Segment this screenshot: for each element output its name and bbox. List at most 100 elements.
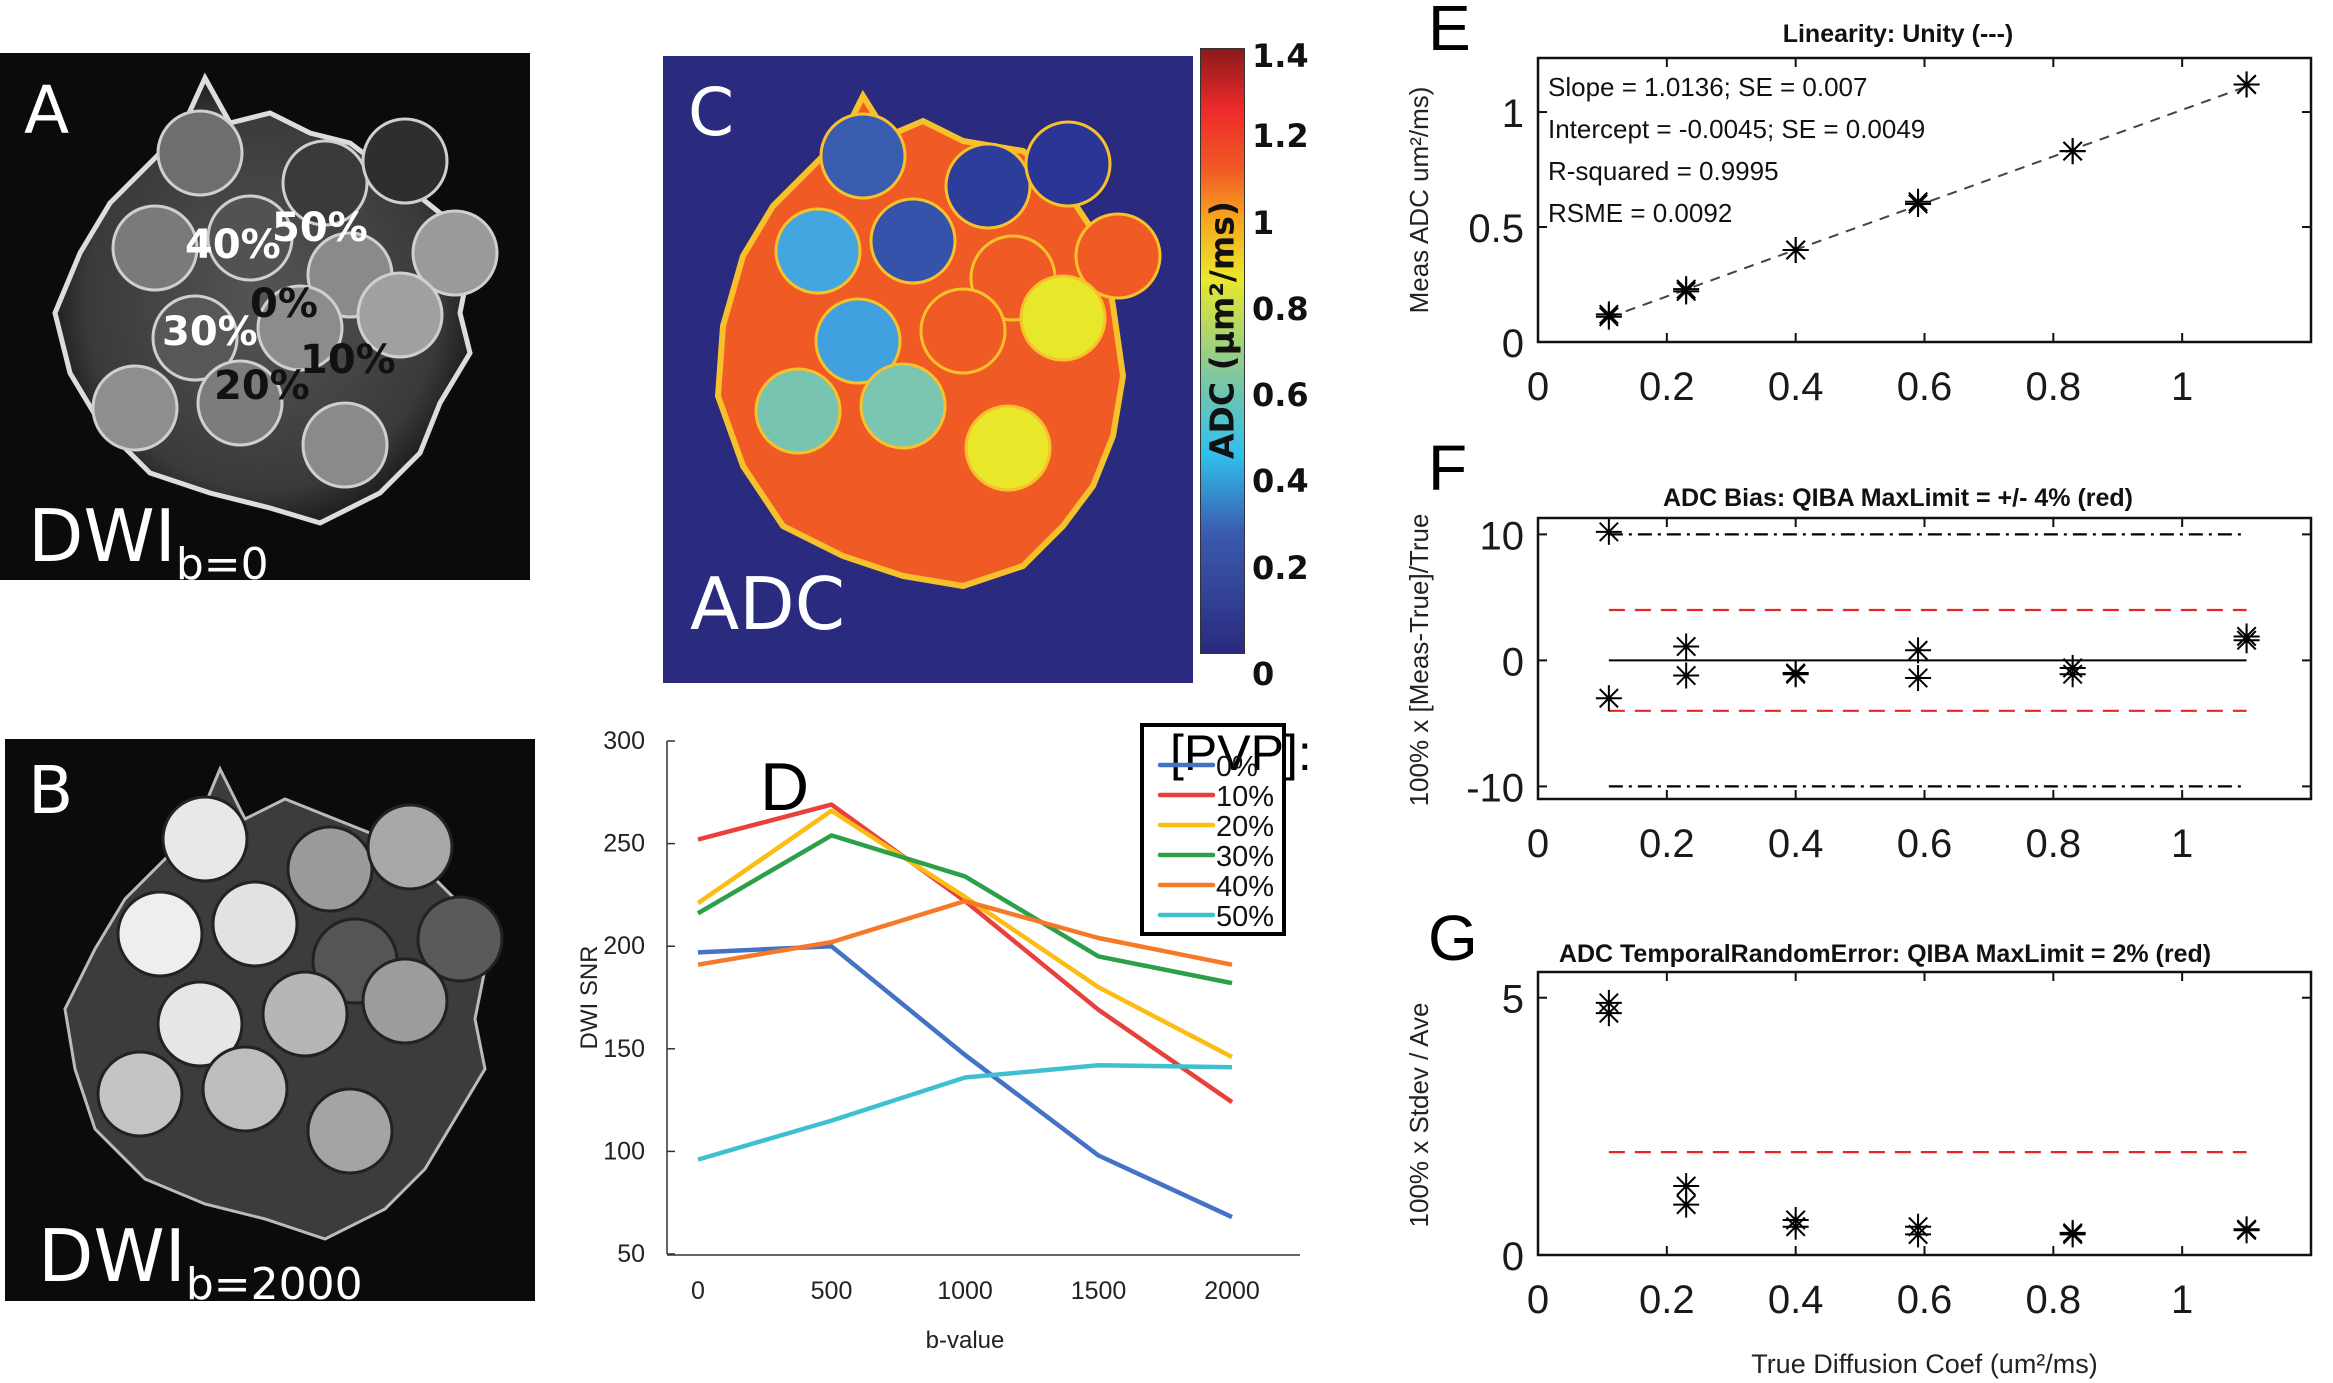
- marker-stroke: [1785, 1216, 1806, 1237]
- panel-c-map-label: ADC: [690, 562, 845, 646]
- marker-stroke: [2062, 1222, 2083, 1243]
- stats-annotation: Intercept = -0.0045; SE = 0.0049: [1548, 114, 1925, 144]
- series-line-40pct: [697, 898, 1233, 967]
- data-point-marker: [2233, 623, 2260, 650]
- x-tick-label: 0.6: [1897, 1278, 1953, 1322]
- colorbar-tick-label: 0.6: [1252, 376, 1309, 415]
- data-points: [1595, 71, 2260, 330]
- data-point-marker: [2059, 1219, 2086, 1246]
- x-tick-label: 0: [691, 1277, 705, 1305]
- adc-map-image: [714, 89, 1162, 590]
- vial: [261, 970, 349, 1058]
- data-point-marker: [1905, 665, 1932, 692]
- data-point-marker: [2233, 1217, 2260, 1244]
- vial: [91, 364, 179, 452]
- x-tick-label: 0.6: [1897, 822, 1953, 866]
- vial: [814, 297, 902, 385]
- y-axis-label: 100% x [Meas-True]/True: [1404, 514, 1434, 807]
- data-point-marker: [1782, 1213, 1809, 1240]
- vial: [1024, 120, 1112, 208]
- vial: [859, 362, 947, 450]
- y-tick-label: 50: [617, 1240, 645, 1268]
- x-tick-label: 0.2: [1639, 822, 1695, 866]
- y-tick-label: 0.5: [1468, 207, 1524, 251]
- data-point-marker: [1595, 301, 1622, 328]
- marker-stroke: [2236, 1220, 2257, 1241]
- series-line-50pct: [697, 1062, 1233, 1162]
- data-point-marker: [2059, 661, 2086, 688]
- data-point-marker: [1595, 685, 1622, 712]
- marker-stroke: [1676, 1176, 1697, 1196]
- plot-frame: [1536, 516, 2313, 801]
- vial: [211, 880, 299, 968]
- chart-g-temporal-error: 0 0.2 0.4 0.6 0.8 1 5 0 ADC TemporalRandomError:…: [1404, 902, 2313, 1379]
- marker-stroke: [1908, 1224, 1928, 1245]
- data-point-marker: [1673, 633, 1700, 660]
- marker-stroke: [2062, 141, 2083, 162]
- panel-c-adc-map: [663, 56, 1193, 683]
- vial: [116, 890, 204, 978]
- vial: [286, 825, 374, 913]
- vial: [361, 957, 449, 1045]
- y-tick-label: 0: [1502, 322, 1524, 366]
- x-tick-label: 1000: [937, 1277, 993, 1305]
- x-tick-label: 1500: [1071, 1277, 1127, 1305]
- marker-stroke: [1676, 1194, 1697, 1215]
- vial: [774, 207, 862, 295]
- x-tick-label: 0.2: [1639, 1278, 1695, 1322]
- marker-stroke: [1598, 688, 1619, 709]
- x-tick-label: 0.4: [1768, 365, 1824, 409]
- series-line-30pct: [696, 833, 1233, 986]
- data-point-marker: [1905, 188, 1932, 215]
- panel-c-letter: C: [688, 74, 735, 151]
- dwi-label-sub: b=2000: [185, 1259, 363, 1310]
- vial-label-30: 30%: [162, 309, 258, 355]
- vial: [156, 980, 244, 1068]
- legend-label: 20%: [1216, 811, 1274, 843]
- y-tick-label: -10: [1466, 766, 1524, 810]
- marker-stroke: [1785, 240, 1806, 260]
- data-point-marker: [1905, 1221, 1932, 1248]
- colorbar-tick-label: 0.2: [1252, 548, 1309, 587]
- chart-title: ADC Bias: QIBA MaxLimit = +/- 4% (red): [1663, 484, 2133, 512]
- vial-label-10: 10%: [300, 337, 396, 383]
- y-tick-label: 1: [1502, 92, 1524, 136]
- x-tick-label: 0.6: [1897, 365, 1953, 409]
- x-tick-label: 0.4: [1768, 1278, 1824, 1322]
- y-axis-label: Meas ADC um²/ms): [1404, 87, 1434, 314]
- y-tick-label: 0: [1502, 1235, 1524, 1279]
- legend-label: 30%: [1216, 841, 1274, 873]
- colorbar-tick-label: 1.4: [1252, 37, 1309, 75]
- marker-stroke: [1598, 304, 1619, 325]
- vial: [111, 204, 199, 292]
- data-points: [1595, 989, 2260, 1248]
- marker-stroke: [2236, 626, 2257, 647]
- panel-b-letter: B: [28, 752, 74, 829]
- phantom-image-a: [52, 72, 499, 526]
- stats-annotation: R-squared = 0.9995: [1548, 156, 1779, 186]
- y-tick-label: 150: [603, 1035, 645, 1063]
- x-tick-label: 0: [1527, 822, 1549, 866]
- marker-stroke: [2062, 664, 2083, 685]
- legend-title: [PVP]:: [1170, 725, 1312, 781]
- data-point-marker: [2059, 138, 2086, 165]
- panel-a-dwi-b0-image: [0, 53, 530, 580]
- y-tick-label: 100: [603, 1137, 645, 1165]
- data-point-marker: [1673, 276, 1700, 303]
- marker-stroke: [1676, 665, 1697, 686]
- dwi-label-sub: b=0: [175, 539, 269, 590]
- y-tick-label: 300: [603, 727, 645, 755]
- marker-stroke: [1785, 664, 1806, 685]
- data-point-marker: [1673, 1191, 1700, 1218]
- data-point-marker: [1673, 662, 1700, 689]
- vial: [201, 1045, 289, 1133]
- data-point-marker: [1595, 1000, 1622, 1027]
- vials-a: [91, 109, 499, 489]
- plot-frame: [1536, 56, 2313, 344]
- colorbar-tick-label: 0.8: [1252, 289, 1309, 328]
- vial: [964, 404, 1052, 492]
- panel-b-dwi-b2000-image: [5, 739, 535, 1301]
- data-point-marker: [1595, 518, 1622, 545]
- y-tick-label: 200: [603, 932, 645, 960]
